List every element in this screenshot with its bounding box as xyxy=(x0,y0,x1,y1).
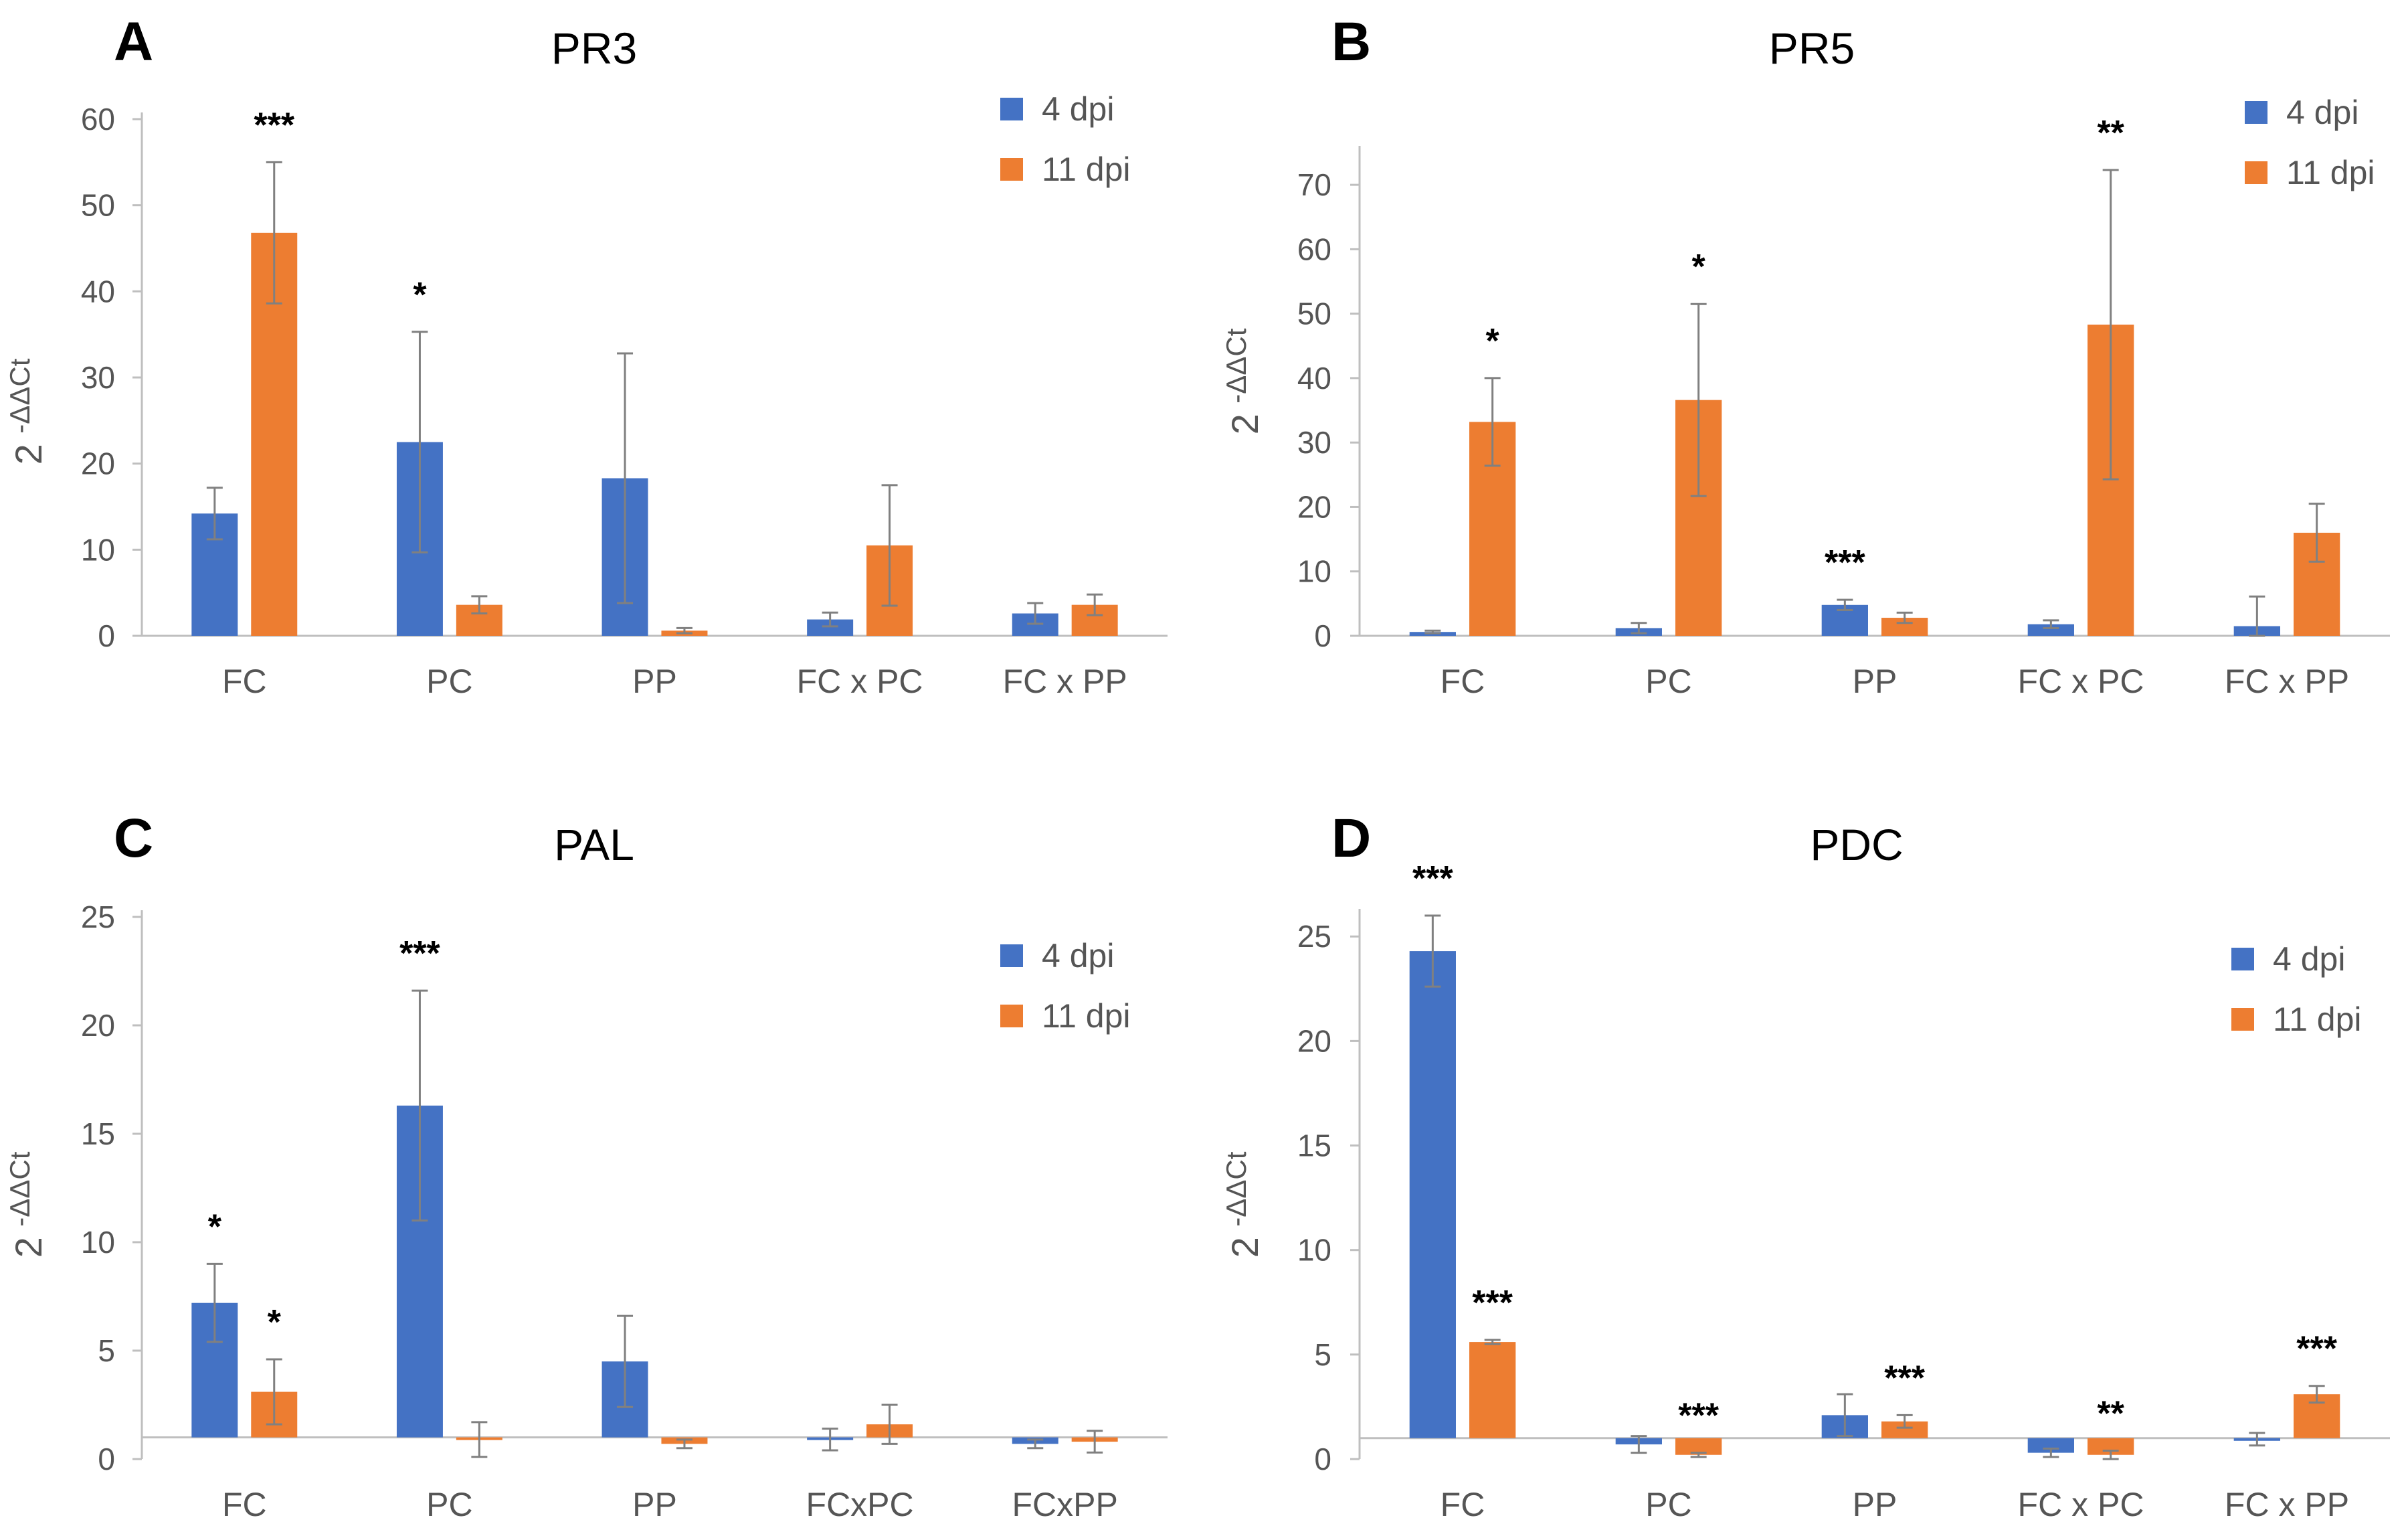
panel-letter: B xyxy=(1331,11,1371,72)
chart-title: PR3 xyxy=(551,23,637,73)
x-tick-label: PC xyxy=(1645,663,1691,700)
legend-swatch-11dpi xyxy=(2231,1008,2254,1031)
x-tick-label: FC xyxy=(222,663,267,700)
y-tick-label: 20 xyxy=(81,446,115,481)
x-tick-label: PC xyxy=(1645,1486,1691,1523)
y-axis-label: 2 -ΔΔCt xyxy=(1220,1151,1266,1258)
chart-title: PR5 xyxy=(1769,23,1855,73)
significance-marker: * xyxy=(268,1303,282,1342)
x-tick-label: FCxPC xyxy=(806,1486,914,1523)
y-tick-label: 15 xyxy=(1297,1128,1331,1163)
y-tick-label: 60 xyxy=(81,102,115,137)
x-tick-label: PP xyxy=(1853,663,1897,700)
x-tick-label: PC xyxy=(426,1486,472,1523)
y-tick-label: 10 xyxy=(81,532,115,567)
y-tick-label: 5 xyxy=(98,1333,115,1368)
x-tick-label: FC x PC xyxy=(797,663,923,700)
y-tick-label: 10 xyxy=(81,1225,115,1260)
x-tick-label: PC xyxy=(426,663,472,700)
significance-marker: ** xyxy=(2097,1395,2124,1434)
x-tick-label: PP xyxy=(632,663,677,700)
legend-swatch-11dpi xyxy=(2245,161,2267,184)
legend-label: 11 dpi xyxy=(1042,997,1131,1035)
legend-swatch-4dpi xyxy=(1000,944,1023,967)
y-tick-label: 0 xyxy=(1314,618,1331,653)
legend-swatch-11dpi xyxy=(1000,158,1023,181)
significance-marker: *** xyxy=(1884,1359,1925,1397)
x-tick-label: FCxPP xyxy=(1012,1486,1118,1523)
bar-4dpi xyxy=(2027,1438,2074,1453)
y-tick-label: 30 xyxy=(81,360,115,395)
y-tick-label: 25 xyxy=(1297,919,1331,954)
y-tick-label: 0 xyxy=(1314,1442,1331,1476)
chart-title: PAL xyxy=(554,820,634,869)
panel-letter: A xyxy=(114,11,153,72)
significance-marker: * xyxy=(1692,248,1706,286)
significance-marker: * xyxy=(1486,322,1500,361)
bar-4dpi xyxy=(2027,624,2074,636)
legend-label: 4 dpi xyxy=(1042,937,1114,974)
legend-label: 11 dpi xyxy=(2286,154,2375,191)
significance-marker: * xyxy=(208,1207,222,1246)
legend-swatch-4dpi xyxy=(2231,948,2254,970)
panel-letter: D xyxy=(1331,808,1371,869)
legend-label: 4 dpi xyxy=(2273,940,2345,978)
y-tick-label: 40 xyxy=(81,274,115,309)
y-tick-label: 20 xyxy=(1297,489,1331,524)
x-tick-label: FC xyxy=(1441,1486,1485,1523)
legend-swatch-4dpi xyxy=(1000,98,1023,120)
x-tick-label: FC x PP xyxy=(2225,1486,2349,1523)
y-tick-label: 20 xyxy=(1297,1023,1331,1058)
chart-panel-a: A PR3 2 -ΔΔCt 0 10 20 30 40 50 60 FC PC PP FC x PC FC … xyxy=(4,11,1168,700)
y-tick-label: 5 xyxy=(1314,1337,1331,1372)
y-axis-label: 2 -ΔΔCt xyxy=(4,358,50,464)
bar-4dpi xyxy=(1409,951,1456,1438)
y-tick-label: 50 xyxy=(1297,296,1331,331)
significance-marker: *** xyxy=(2296,1330,2337,1369)
legend-swatch-4dpi xyxy=(2245,101,2267,124)
y-tick-label: 60 xyxy=(1297,232,1331,266)
y-tick-label: 0 xyxy=(98,618,115,653)
panel-letter: C xyxy=(114,808,153,869)
significance-marker: *** xyxy=(1825,543,1865,582)
significance-marker: ** xyxy=(2097,114,2124,153)
legend-swatch-11dpi xyxy=(1000,1005,1023,1027)
y-tick-label: 70 xyxy=(1297,167,1331,202)
x-tick-label: FC xyxy=(222,1486,267,1523)
chart-title: PDC xyxy=(1810,820,1903,869)
significance-marker: *** xyxy=(1678,1397,1719,1436)
legend-label: 11 dpi xyxy=(2273,1001,2362,1038)
y-tick-label: 40 xyxy=(1297,361,1331,396)
x-tick-label: FC x PP xyxy=(1003,663,1127,700)
y-tick-label: 0 xyxy=(98,1442,115,1476)
y-axis-label: 2 -ΔΔCt xyxy=(4,1151,50,1258)
legend-label: 4 dpi xyxy=(2286,94,2358,131)
x-tick-label: FC xyxy=(1441,663,1485,700)
y-tick-label: 20 xyxy=(81,1008,115,1043)
significance-marker: *** xyxy=(1412,859,1453,898)
y-tick-label: 15 xyxy=(81,1116,115,1151)
x-tick-label: FC x PP xyxy=(2225,663,2349,700)
significance-marker: *** xyxy=(1472,1284,1513,1323)
legend-label: 4 dpi xyxy=(1042,90,1114,128)
y-tick-label: 30 xyxy=(1297,425,1331,460)
x-tick-label: PP xyxy=(632,1486,677,1523)
significance-marker: *** xyxy=(399,934,440,973)
x-tick-label: PP xyxy=(1853,1486,1897,1523)
chart-panel-b: B PR5 2 -ΔΔCt 0 10 20 30 40 50 60 70 FC PC PP FC x PC F… xyxy=(1220,11,2390,700)
y-tick-label: 25 xyxy=(81,900,115,934)
bar-11dpi xyxy=(1469,1342,1516,1438)
y-tick-label: 50 xyxy=(81,188,115,223)
y-tick-label: 10 xyxy=(1297,1233,1331,1268)
x-tick-label: FC x PC xyxy=(2018,1486,2144,1523)
y-tick-label: 10 xyxy=(1297,554,1331,589)
significance-marker: *** xyxy=(254,106,294,145)
significance-marker: * xyxy=(413,276,427,315)
legend-label: 11 dpi xyxy=(1042,151,1131,188)
x-tick-label: FC x PC xyxy=(2018,663,2144,700)
chart-panel-d: D PDC 2 -ΔΔCt 0 5 10 15 20 25 FC PC PP FC x PC FC x P… xyxy=(1220,808,2390,1523)
y-axis-label: 2 -ΔΔCt xyxy=(1220,328,1266,434)
